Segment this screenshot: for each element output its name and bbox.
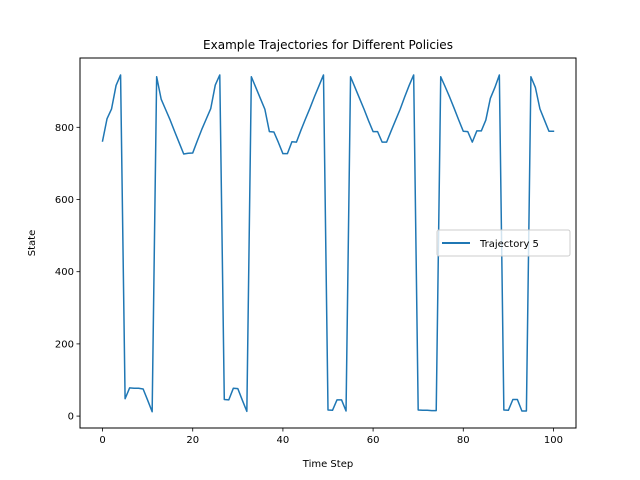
series-line-0	[101, 74, 555, 413]
legend-box	[436, 229, 571, 257]
x-tick-label: 40	[277, 435, 290, 446]
y-axis-label: State	[27, 230, 38, 256]
axes-frame	[79, 57, 577, 429]
plot-area	[101, 74, 555, 413]
legend-label: Trajectory 5	[479, 239, 539, 250]
x-tick-label: 0	[99, 435, 105, 446]
y-tick-label: 400	[55, 267, 74, 278]
x-tick-label: 60	[367, 435, 380, 446]
y-axis: 0 200 400 600 800	[55, 123, 80, 423]
y-tick-label: 600	[55, 195, 74, 206]
y-tick-label: 200	[55, 339, 74, 350]
x-tick-label: 80	[457, 435, 470, 446]
x-tick-label: 20	[186, 435, 199, 446]
x-axis: 0 20 40 60 80 100	[99, 428, 563, 446]
legend: Trajectory 5	[436, 229, 571, 257]
y-tick-label: 800	[55, 123, 74, 134]
x-tick-label: 100	[544, 435, 563, 446]
chart-title: Example Trajectories for Different Polic…	[203, 38, 453, 52]
y-tick-label: 0	[68, 412, 74, 423]
x-axis-label: Time Step	[302, 459, 353, 470]
